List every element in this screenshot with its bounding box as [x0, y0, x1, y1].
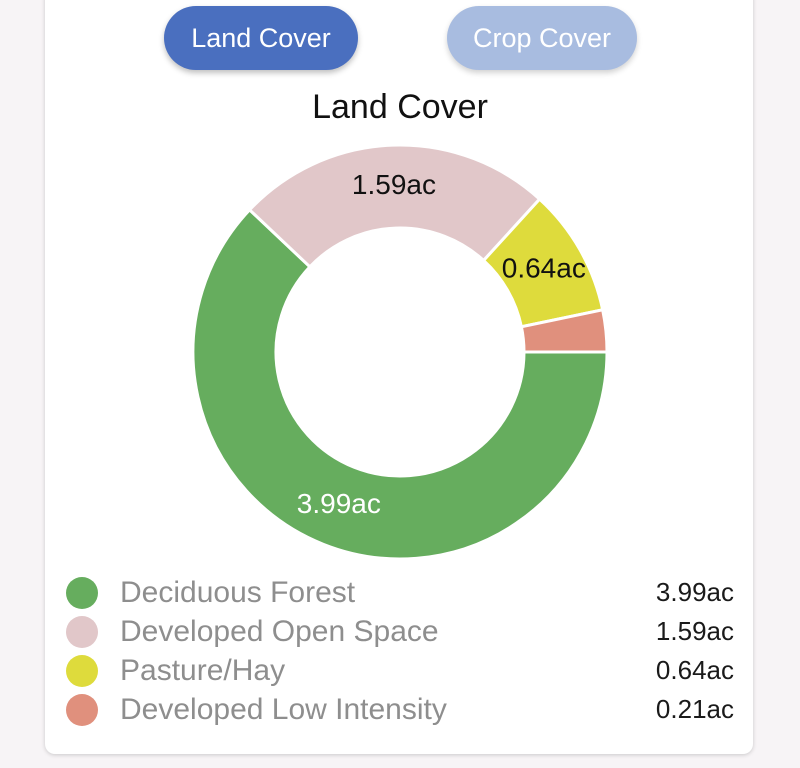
legend-value: 0.21ac	[655, 694, 734, 724]
legend-item-deciduous-forest: Deciduous Forest 3.99ac	[66, 573, 734, 612]
legend-item-pasture-hay: Pasture/Hay 0.64ac	[66, 651, 734, 690]
legend-swatch-icon	[66, 693, 98, 726]
tab-land-cover[interactable]: Land Cover	[164, 6, 358, 70]
legend-swatch-icon	[66, 654, 98, 687]
legend: Deciduous Forest 3.99ac Developed Open S…	[66, 573, 734, 729]
legend-value: 3.99ac	[655, 577, 734, 607]
legend-label: Deciduous Forest	[120, 575, 356, 609]
slice-value-label: 1.59ac	[352, 169, 436, 200]
slice-developed-low-intensity	[519, 308, 609, 354]
legend-item-developed-open-space: Developed Open Space 1.59ac	[66, 612, 734, 651]
legend-value: 1.59ac	[655, 616, 734, 646]
legend-swatch-icon	[66, 615, 98, 648]
slice-value-label: 3.99ac	[297, 488, 381, 519]
land-cover-card	[45, 0, 753, 754]
slice-value-label: 0.64ac	[502, 252, 586, 283]
legend-swatch-icon	[66, 576, 98, 609]
slice-deciduous-forest	[191, 207, 609, 561]
legend-label: Developed Open Space	[120, 614, 439, 648]
chart-title: Land Cover	[312, 88, 488, 126]
legend-item-developed-low-intensity: Developed Low Intensity 0.21ac	[66, 690, 734, 729]
legend-label: Developed Low Intensity	[120, 692, 447, 726]
tab-crop-cover[interactable]: Crop Cover	[447, 6, 637, 70]
slice-developed-open-space	[247, 143, 542, 269]
legend-value: 0.64ac	[655, 655, 734, 685]
legend-label: Pasture/Hay	[120, 653, 286, 687]
